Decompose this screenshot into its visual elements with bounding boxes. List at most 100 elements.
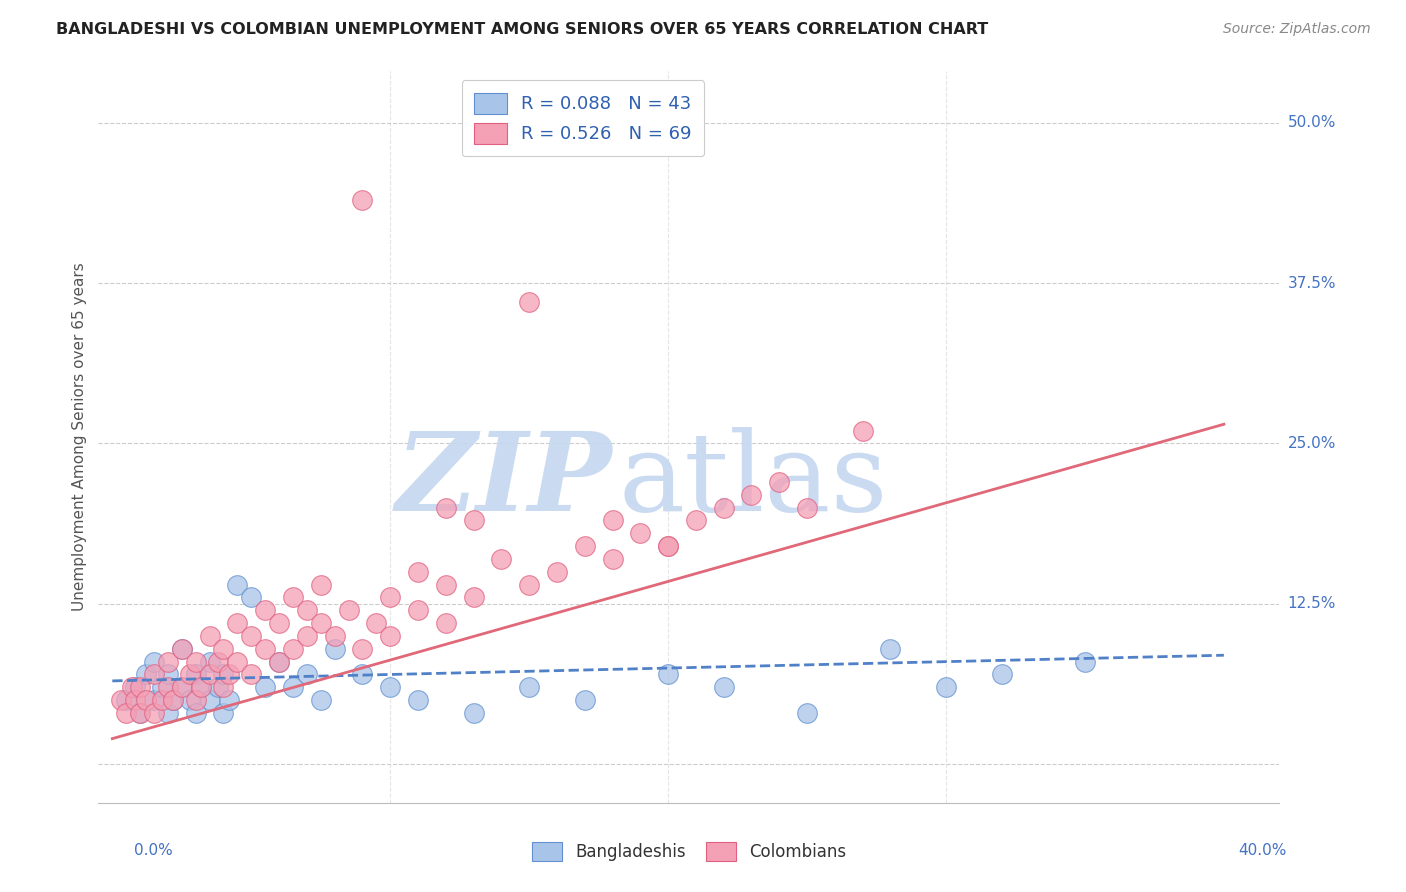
Point xyxy=(713,500,735,515)
Point xyxy=(124,681,146,695)
Point xyxy=(434,616,457,631)
Point xyxy=(170,681,193,695)
Point xyxy=(170,641,193,656)
Point xyxy=(135,667,157,681)
Y-axis label: Unemployment Among Seniors over 65 years: Unemployment Among Seniors over 65 years xyxy=(72,263,87,611)
Point xyxy=(281,591,304,605)
Point xyxy=(768,475,790,489)
Point xyxy=(129,706,152,720)
Point xyxy=(713,681,735,695)
Point xyxy=(366,616,388,631)
Point xyxy=(156,667,179,681)
Point xyxy=(517,295,540,310)
Point xyxy=(281,681,304,695)
Point xyxy=(352,641,374,656)
Point xyxy=(198,693,221,707)
Text: 40.0%: 40.0% xyxy=(1239,843,1286,858)
Point xyxy=(162,693,184,707)
Point xyxy=(184,693,207,707)
Point xyxy=(434,500,457,515)
Point xyxy=(184,655,207,669)
Point xyxy=(212,667,235,681)
Point xyxy=(380,629,402,643)
Point xyxy=(110,693,132,707)
Point xyxy=(685,514,707,528)
Point xyxy=(309,577,332,591)
Point xyxy=(935,681,957,695)
Point xyxy=(129,706,152,720)
Point xyxy=(207,681,229,695)
Text: Source: ZipAtlas.com: Source: ZipAtlas.com xyxy=(1223,22,1371,37)
Point xyxy=(184,667,207,681)
Point xyxy=(156,655,179,669)
Point xyxy=(267,655,290,669)
Point xyxy=(135,693,157,707)
Point xyxy=(657,539,679,553)
Point xyxy=(212,641,235,656)
Point xyxy=(254,603,277,617)
Point xyxy=(115,706,138,720)
Point xyxy=(150,693,173,707)
Point xyxy=(323,629,346,643)
Point xyxy=(295,667,318,681)
Point xyxy=(352,193,374,207)
Point xyxy=(226,616,249,631)
Point xyxy=(184,706,207,720)
Text: 0.0%: 0.0% xyxy=(134,843,173,858)
Point xyxy=(254,681,277,695)
Point xyxy=(198,629,221,643)
Point xyxy=(226,655,249,669)
Point xyxy=(546,565,568,579)
Point xyxy=(434,577,457,591)
Point xyxy=(156,681,179,695)
Point xyxy=(796,706,818,720)
Point xyxy=(380,681,402,695)
Point xyxy=(352,667,374,681)
Point xyxy=(143,706,166,720)
Point xyxy=(295,603,318,617)
Text: ZIP: ZIP xyxy=(395,427,612,534)
Point xyxy=(463,706,485,720)
Point xyxy=(406,693,429,707)
Point xyxy=(990,667,1012,681)
Point xyxy=(517,681,540,695)
Point xyxy=(796,500,818,515)
Point xyxy=(170,681,193,695)
Point xyxy=(267,616,290,631)
Point xyxy=(1074,655,1097,669)
Text: 25.0%: 25.0% xyxy=(1288,436,1336,451)
Point xyxy=(309,693,332,707)
Point xyxy=(212,681,235,695)
Point xyxy=(240,629,263,643)
Point xyxy=(162,693,184,707)
Point xyxy=(226,577,249,591)
Point xyxy=(179,667,201,681)
Point xyxy=(198,655,221,669)
Point xyxy=(574,693,596,707)
Point xyxy=(207,655,229,669)
Point xyxy=(657,539,679,553)
Text: 12.5%: 12.5% xyxy=(1288,597,1336,611)
Point xyxy=(170,641,193,656)
Point xyxy=(198,667,221,681)
Text: 37.5%: 37.5% xyxy=(1288,276,1336,291)
Point xyxy=(852,424,875,438)
Text: atlas: atlas xyxy=(619,427,887,534)
Point xyxy=(190,681,212,695)
Point xyxy=(143,693,166,707)
Point xyxy=(129,681,152,695)
Point xyxy=(254,641,277,656)
Point xyxy=(240,591,263,605)
Point xyxy=(115,693,138,707)
Point xyxy=(406,603,429,617)
Point xyxy=(190,681,212,695)
Legend: Bangladeshis, Colombians: Bangladeshis, Colombians xyxy=(524,835,853,868)
Point xyxy=(574,539,596,553)
Point xyxy=(337,603,360,617)
Point xyxy=(179,693,201,707)
Point xyxy=(212,706,235,720)
Point xyxy=(156,706,179,720)
Point xyxy=(879,641,901,656)
Point xyxy=(491,552,513,566)
Point xyxy=(628,526,651,541)
